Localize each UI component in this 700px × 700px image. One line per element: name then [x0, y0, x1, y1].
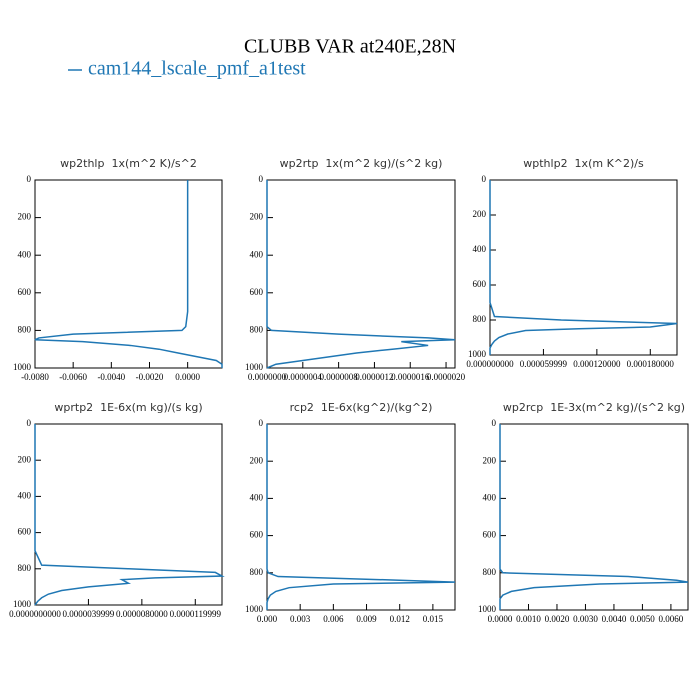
y-tick-label: 0 — [259, 174, 264, 184]
x-tick-label: 0.000 — [257, 614, 278, 624]
panel-title: wp2thlp 1x(m^2 K)/s^2 — [60, 157, 197, 170]
x-tick-label: 0.012 — [390, 614, 410, 624]
x-tick-label: 0.0000039999 — [63, 609, 115, 619]
legend-label: cam144_lscale_pmf_a1test — [88, 58, 306, 80]
x-tick-label: 0.009 — [356, 614, 377, 624]
y-tick-label: 600 — [18, 527, 32, 537]
y-tick-label: 400 — [250, 492, 264, 502]
profile-line — [266, 424, 456, 610]
profile-line — [499, 424, 689, 610]
y-tick-label: 200 — [250, 455, 264, 465]
x-tick-label: 0.0000016 — [391, 372, 430, 382]
x-tick-label: 0.0000004 — [284, 372, 323, 382]
x-tick-label: 0.0000 — [175, 372, 200, 382]
x-tick-label: 0.0010 — [516, 614, 541, 624]
y-tick-label: 1000 — [245, 362, 264, 372]
y-tick-label: 200 — [483, 455, 497, 465]
y-tick-label: 600 — [483, 530, 497, 540]
y-tick-label: 1000 — [245, 604, 264, 614]
profile-line — [489, 180, 678, 355]
y-tick-label: 1000 — [13, 362, 32, 372]
x-tick-label: 0.0000 — [488, 614, 513, 624]
x-tick-label: 0.000000000 — [466, 359, 514, 369]
y-tick-label: 400 — [18, 249, 32, 259]
x-tick-label: -0.0080 — [21, 372, 49, 382]
x-tick-label: 0.015 — [423, 614, 444, 624]
x-tick-label: 0.006 — [323, 614, 344, 624]
y-tick-label: 0 — [27, 174, 32, 184]
profile-line — [34, 180, 223, 368]
y-tick-label: 200 — [473, 209, 487, 219]
panel-title: rcp2 1E-6x(kg^2)/(kg^2) — [290, 401, 433, 414]
y-tick-label: 800 — [483, 567, 497, 577]
profile-line — [266, 180, 456, 369]
y-tick-label: 600 — [18, 287, 32, 297]
x-tick-label: 0.0030 — [573, 614, 598, 624]
y-tick-label: 800 — [250, 324, 264, 334]
panel-title: wprtp2 1E-6x(m kg)/(s kg) — [54, 401, 202, 414]
x-tick-label: 0.0000119999 — [170, 609, 222, 619]
panel-title: wp2rtp 1x(m^2 kg)/(s^2 kg) — [280, 157, 443, 170]
profile-line — [34, 424, 225, 606]
y-tick-label: 400 — [473, 244, 487, 254]
x-tick-label: 0.0050 — [630, 614, 655, 624]
x-tick-label: -0.0020 — [136, 372, 164, 382]
y-tick-label: 200 — [250, 212, 264, 222]
y-tick-label: 1000 — [478, 604, 497, 614]
plot-frame — [34, 179, 223, 369]
y-tick-label: 800 — [473, 314, 487, 324]
x-tick-label: -0.0040 — [97, 372, 125, 382]
y-tick-label: 0 — [259, 418, 264, 428]
x-tick-label: 0.000120000 — [573, 359, 621, 369]
plot-frame — [34, 423, 223, 606]
y-tick-label: 600 — [250, 287, 264, 297]
y-tick-label: 0 — [492, 418, 497, 428]
x-tick-label: 0.0000020 — [427, 372, 466, 382]
x-tick-label: 0.0000080000 — [116, 609, 168, 619]
x-tick-label: -0.0060 — [59, 372, 87, 382]
y-tick-label: 600 — [473, 279, 487, 289]
x-tick-label: 0.0040 — [602, 614, 627, 624]
y-tick-label: 1000 — [468, 349, 487, 359]
y-tick-label: 400 — [483, 492, 497, 502]
y-tick-label: 1000 — [13, 599, 32, 609]
x-tick-label: 0.0000012 — [355, 372, 393, 382]
x-tick-label: 0.0000000 — [248, 372, 287, 382]
x-tick-label: 0.0020 — [545, 614, 570, 624]
y-tick-label: 0 — [27, 418, 32, 428]
y-tick-label: 400 — [18, 490, 32, 500]
panel-title: wp2rcp 1E-3x(m^2 kg)/(s^2 kg) — [503, 401, 685, 414]
x-tick-label: 0.003 — [290, 614, 311, 624]
plot-frame — [266, 179, 456, 369]
figure-title: CLUBB VAR at240E,28N — [244, 36, 456, 58]
y-tick-label: 200 — [18, 454, 32, 464]
y-tick-label: 800 — [18, 324, 32, 334]
panel-title: wpthlp2 1x(m K^2)/s — [523, 157, 644, 170]
y-tick-label: 400 — [250, 249, 264, 259]
x-tick-label: 0.000059999 — [520, 359, 568, 369]
y-tick-label: 600 — [250, 530, 264, 540]
y-tick-label: 0 — [482, 174, 487, 184]
x-tick-label: 0.0060 — [659, 614, 684, 624]
x-tick-label: 0.0000008 — [319, 372, 358, 382]
x-tick-label: 0.000180000 — [627, 359, 675, 369]
y-tick-label: 800 — [250, 567, 264, 577]
x-tick-label: 0.0000000000 — [9, 609, 61, 619]
y-tick-label: 800 — [18, 563, 32, 573]
y-tick-label: 200 — [18, 212, 32, 222]
